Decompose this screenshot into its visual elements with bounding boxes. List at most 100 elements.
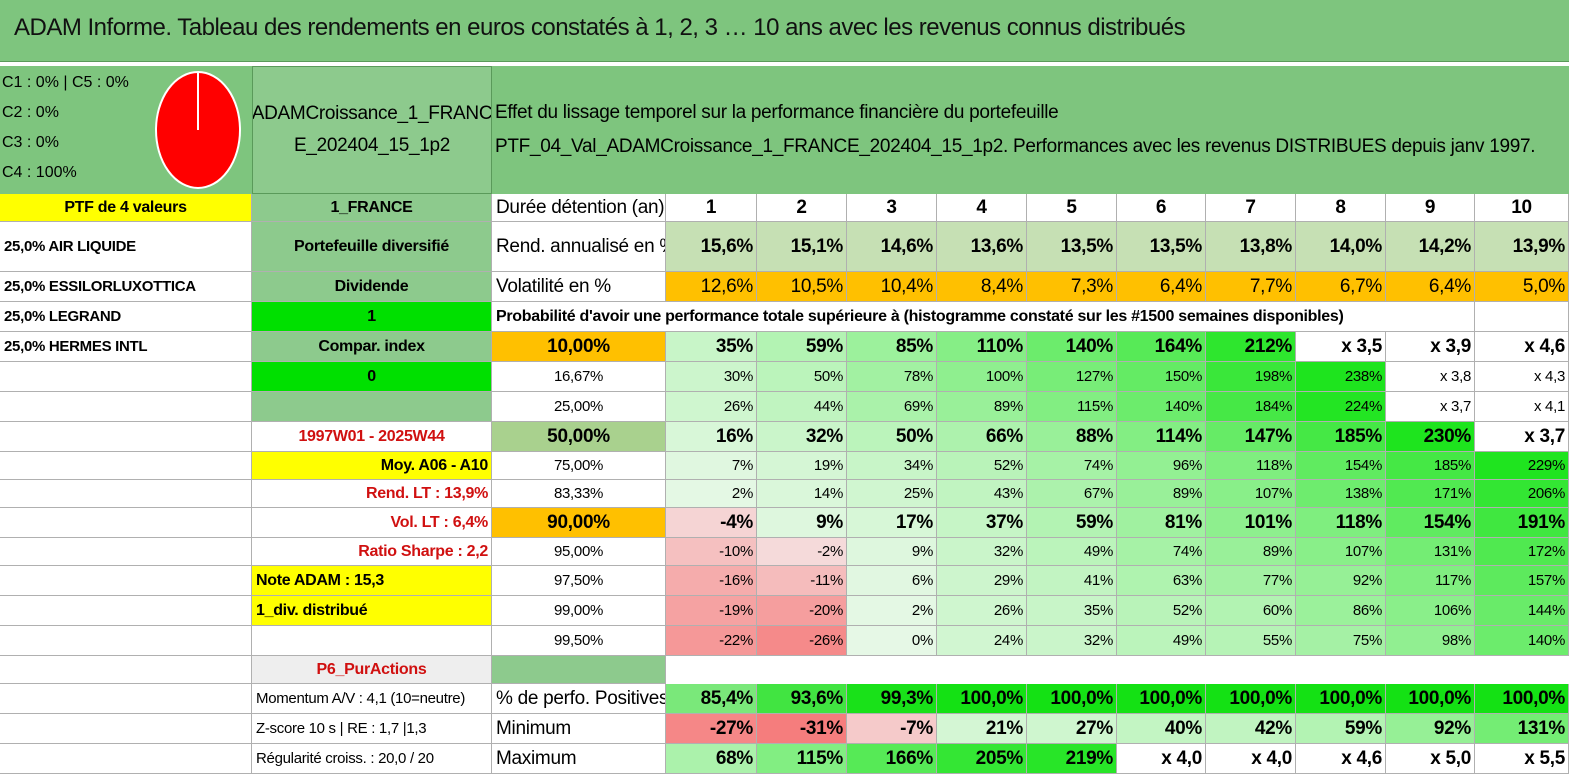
- stat-value: 100,0%: [1386, 684, 1475, 714]
- prob-value: 75%: [1296, 626, 1386, 656]
- meta-cell-7: 1997W01 - 2025W44: [252, 422, 492, 452]
- stat-value: -31%: [757, 714, 847, 744]
- class-line-4: C4 : 100%: [2, 164, 77, 181]
- prob-value: x 3,7: [1386, 392, 1475, 422]
- prob-value: 110%: [937, 332, 1027, 362]
- prob-value: 7%: [666, 452, 757, 480]
- meta-cell-6: [252, 392, 492, 422]
- prob-value: x 4,1: [1475, 392, 1569, 422]
- duration-header: 9: [1386, 194, 1475, 222]
- prob-value: 69%: [847, 392, 937, 422]
- stat-value: 27%: [1027, 714, 1117, 744]
- stat-value: 59%: [1296, 714, 1386, 744]
- prob-value: 154%: [1296, 452, 1386, 480]
- class-line-3: C3 : 0%: [2, 134, 59, 151]
- empty-left-cell: [0, 508, 252, 538]
- prob-value: 98%: [1386, 626, 1475, 656]
- vol-value: 10,4%: [847, 272, 937, 302]
- stat-label: Maximum: [492, 744, 666, 774]
- duration-header: 5: [1027, 194, 1117, 222]
- stat-value: 100,0%: [1117, 684, 1206, 714]
- prob-value: 229%: [1475, 452, 1569, 480]
- vol-label: Volatilité en %: [492, 272, 666, 302]
- stat-value: 85,4%: [666, 684, 757, 714]
- stat-value: x 5,0: [1386, 744, 1475, 774]
- prob-value: 184%: [1206, 392, 1296, 422]
- prob-value: 198%: [1206, 362, 1296, 392]
- duration-header: 4: [937, 194, 1027, 222]
- prob-level: 75,00%: [492, 452, 666, 480]
- prob-value: 100%: [937, 362, 1027, 392]
- class-line-2: C2 : 0%: [2, 104, 59, 121]
- holding-4: 25,0% HERMES INTL: [0, 332, 252, 362]
- prob-value: 60%: [1206, 596, 1296, 626]
- prob-value: 77%: [1206, 566, 1296, 596]
- empty-left-cell: [0, 714, 252, 744]
- prob-value: 185%: [1296, 422, 1386, 452]
- prob-value: 9%: [847, 538, 937, 566]
- class-line-1: C1 : 0% | C5 : 0%: [2, 74, 129, 91]
- durations-label: Durée détention (an): [492, 194, 666, 222]
- prob-value: -22%: [666, 626, 757, 656]
- prob-value: 50%: [757, 362, 847, 392]
- stat-value: 40%: [1117, 714, 1206, 744]
- stat-value: 99,3%: [847, 684, 937, 714]
- duration-header: 2: [757, 194, 847, 222]
- prob-value: 52%: [1117, 596, 1206, 626]
- stat-value: 100,0%: [1027, 684, 1117, 714]
- prob-value: 35%: [666, 332, 757, 362]
- stat-value: x 4,6: [1296, 744, 1386, 774]
- meta-cell-18: Régularité croiss. : 20,0 / 20: [252, 744, 492, 774]
- portfolio-name-cell: ADAMCroissance_1_FRANC E_202404_15_1p2: [252, 66, 492, 194]
- vol-value: 10,5%: [757, 272, 847, 302]
- prob-value: 144%: [1475, 596, 1569, 626]
- vol-value: 8,4%: [937, 272, 1027, 302]
- duration-header: 6: [1117, 194, 1206, 222]
- prob-value: 26%: [666, 392, 757, 422]
- prob-value: -11%: [757, 566, 847, 596]
- empty-left-cell: [0, 596, 252, 626]
- prob-value: 171%: [1386, 480, 1475, 508]
- prob-level: 95,00%: [492, 538, 666, 566]
- vol-value: 5,0%: [1475, 272, 1569, 302]
- page-title: ADAM Informe. Tableau des rendements en …: [14, 14, 1186, 41]
- empty-green-cell: [492, 656, 666, 684]
- meta-cell-14: [252, 626, 492, 656]
- prob-value: 185%: [1386, 452, 1475, 480]
- prob-value: 32%: [757, 422, 847, 452]
- prob-value: 81%: [1117, 508, 1206, 538]
- prob-level: 83,33%: [492, 480, 666, 508]
- stat-value: 100,0%: [1296, 684, 1386, 714]
- rend-value: 15,6%: [666, 222, 757, 272]
- prob-value: 140%: [1117, 392, 1206, 422]
- stat-value: 21%: [937, 714, 1027, 744]
- prob-level: 10,00%: [492, 332, 666, 362]
- prob-value: 25%: [847, 480, 937, 508]
- stat-value: 92%: [1386, 714, 1475, 744]
- vol-value: 7,3%: [1027, 272, 1117, 302]
- meta-cell-5: 0: [252, 362, 492, 392]
- prob-value: 44%: [757, 392, 847, 422]
- empty-left-cell: [0, 566, 252, 596]
- meta-cell-12: Note ADAM : 15,3: [252, 566, 492, 596]
- prob-title: Probabilité d'avoir une performance tota…: [492, 302, 1475, 332]
- prob-value: 37%: [937, 508, 1027, 538]
- prob-value: 32%: [1027, 626, 1117, 656]
- empty-left-cell: [0, 684, 252, 714]
- rend-value: 13,8%: [1206, 222, 1296, 272]
- empty-cell: [1475, 302, 1569, 332]
- rend-value: 14,6%: [847, 222, 937, 272]
- prob-value: 140%: [1027, 332, 1117, 362]
- prob-value: 32%: [937, 538, 1027, 566]
- stat-value: 115%: [757, 744, 847, 774]
- prob-value: 26%: [937, 596, 1027, 626]
- prob-value: 89%: [1206, 538, 1296, 566]
- rend-value: 14,0%: [1296, 222, 1386, 272]
- empty-left-cell: [0, 452, 252, 480]
- ptf-count-label: PTF de 4 valeurs: [0, 194, 252, 222]
- prob-level: 25,00%: [492, 392, 666, 422]
- prob-value: 118%: [1296, 508, 1386, 538]
- prob-value: 150%: [1117, 362, 1206, 392]
- portfolio-name-line2: E_202404_15_1p2: [293, 135, 451, 156]
- prob-value: 89%: [1117, 480, 1206, 508]
